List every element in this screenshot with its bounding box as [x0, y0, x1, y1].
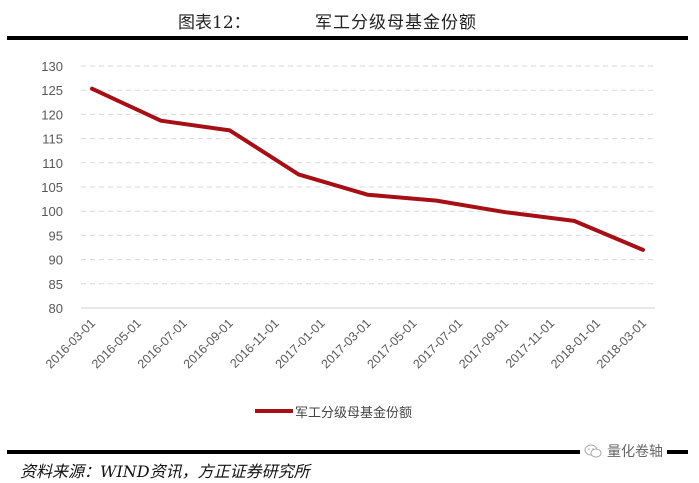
wechat-icon — [584, 444, 602, 458]
x-axis: 2016-03-012016-05-012016-07-012016-09-01… — [43, 316, 649, 371]
svg-text:2016-09-01: 2016-09-01 — [181, 316, 236, 371]
source-note: 资料来源：WIND资讯，方正证券研究所 — [20, 462, 310, 481]
watermark-text: 量化卷轴 — [607, 444, 663, 460]
figure-title-row: 图表12： 军工分级母基金份额 — [0, 0, 699, 34]
bottom-divider — [7, 450, 688, 454]
svg-text:2017-09-01: 2017-09-01 — [456, 316, 511, 371]
chart-gridlines — [81, 65, 655, 309]
svg-text:90: 90 — [49, 253, 63, 268]
legend-swatch — [255, 409, 293, 413]
svg-text:120: 120 — [41, 107, 63, 122]
svg-text:125: 125 — [41, 83, 63, 98]
top-divider — [7, 36, 688, 40]
svg-text:80: 80 — [49, 301, 63, 316]
svg-text:2018-03-01: 2018-03-01 — [594, 316, 649, 371]
chart-legend: 军工分级母基金份额 — [255, 401, 412, 421]
svg-text:115: 115 — [42, 132, 63, 147]
legend-label: 军工分级母基金份额 — [295, 405, 413, 421]
svg-text:95: 95 — [49, 228, 63, 243]
figure-label: 图表12： — [178, 13, 251, 33]
svg-text:130: 130 — [41, 59, 63, 74]
svg-text:105: 105 — [41, 180, 63, 195]
figure-title: 军工分级母基金份额 — [315, 13, 477, 33]
watermark: 量化卷轴 — [580, 440, 667, 462]
svg-text:85: 85 — [49, 277, 63, 292]
y-axis: 80 85 90 95 100 105 110 115 120 125 130 — [41, 59, 63, 316]
svg-text:100: 100 — [41, 204, 63, 219]
series-line — [90, 86, 645, 252]
line-chart: 80 85 90 95 100 105 110 115 120 125 130 2016-03-01… — [41, 59, 655, 371]
svg-text:110: 110 — [42, 156, 63, 171]
